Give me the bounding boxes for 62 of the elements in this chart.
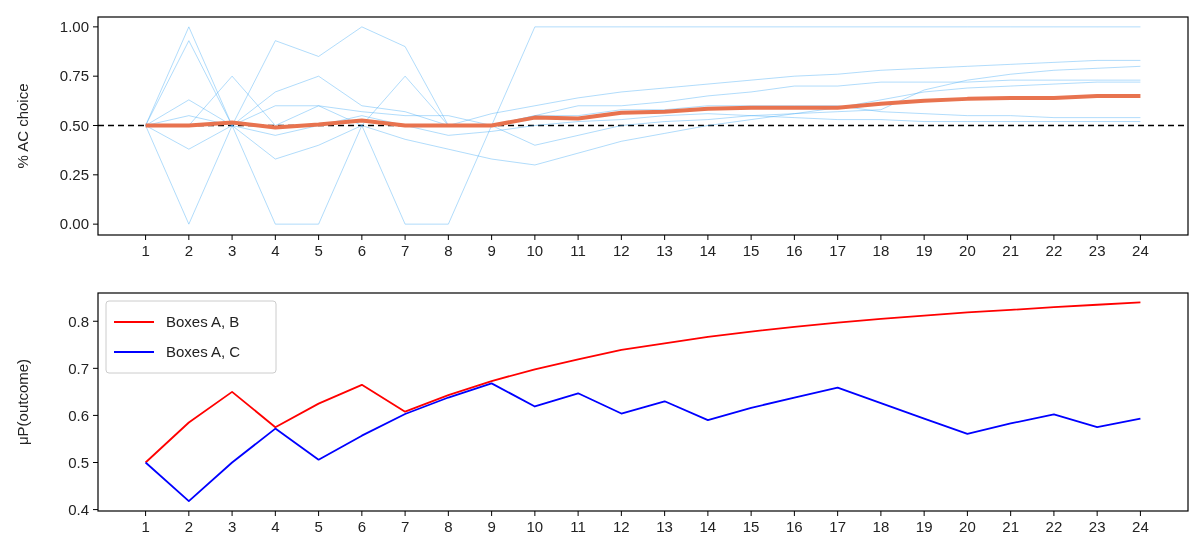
- x-tick-label: 3: [227, 242, 237, 259]
- x-tick-label: 24: [1132, 242, 1149, 259]
- y-tick-label: 1.00: [59, 18, 89, 36]
- x-tick-label: 10: [526, 518, 544, 535]
- x-tick-label: 10: [526, 242, 544, 259]
- x-tick-label: 11: [570, 242, 586, 259]
- x-tick-label: 23: [1088, 242, 1106, 259]
- legend-label: Boxes A, C: [166, 343, 241, 361]
- x-tick-label: 2: [184, 518, 194, 535]
- x-tick-label: 5: [314, 518, 323, 535]
- x-tick-label: 11: [570, 518, 586, 535]
- x-tick-label: 22: [1045, 518, 1063, 535]
- x-tick-label: 9: [487, 242, 496, 259]
- x-tick-label: 14: [699, 518, 717, 535]
- x-tick-label: 4: [271, 518, 280, 535]
- x-tick-label: 8: [444, 242, 453, 259]
- x-tick-label: 22: [1045, 242, 1063, 259]
- x-tick-label: 7: [400, 242, 410, 259]
- x-tick-label: 15: [742, 242, 760, 259]
- y-tick-label: 0.6: [68, 406, 89, 424]
- x-tick-label: 5: [314, 242, 323, 259]
- x-tick-label: 12: [613, 242, 630, 259]
- x-tick-label: 14: [699, 242, 717, 259]
- y-tick-label: 0.8: [68, 312, 89, 330]
- x-tick-label: 2: [184, 242, 194, 259]
- x-tick-label: 18: [872, 242, 890, 259]
- y-tick-label: 0.7: [68, 359, 89, 377]
- x-tick-label: 1: [141, 518, 150, 535]
- x-tick-label: 21: [1002, 242, 1019, 259]
- x-tick-label: 7: [400, 518, 410, 535]
- y-tick-label: 0.25: [59, 166, 89, 184]
- legend-label: Boxes A, B: [166, 313, 240, 331]
- x-tick-label: 8: [444, 518, 453, 535]
- x-tick-label: 12: [613, 518, 630, 535]
- x-tick-label: 3: [227, 518, 237, 535]
- y-tick-label: 0.00: [59, 215, 89, 233]
- x-tick-label: 20: [959, 242, 976, 259]
- x-tick-label: 16: [786, 242, 803, 259]
- x-tick-label: 19: [915, 242, 933, 259]
- x-tick-label: 17: [829, 518, 846, 535]
- x-tick-label: 23: [1088, 518, 1106, 535]
- x-tick-label: 24: [1132, 518, 1149, 535]
- x-tick-label: 6: [357, 242, 367, 259]
- x-tick-label: 4: [271, 242, 280, 259]
- x-tick-label: 21: [1002, 518, 1019, 535]
- x-tick-label: 1: [141, 242, 150, 259]
- x-tick-label: 19: [915, 518, 933, 535]
- y-axis-title: μP(outcome): [14, 358, 31, 446]
- x-tick-label: 13: [656, 518, 673, 535]
- x-tick-label: 20: [959, 518, 976, 535]
- x-tick-label: 13: [656, 242, 673, 259]
- x-tick-label: 15: [742, 518, 760, 535]
- y-axis-title: % AC choice: [14, 83, 31, 169]
- x-tick-label: 6: [357, 518, 367, 535]
- x-tick-label: 9: [487, 518, 496, 535]
- x-tick-label: 17: [829, 242, 846, 259]
- y-tick-label: 0.50: [59, 116, 89, 134]
- x-tick-label: 18: [872, 518, 890, 535]
- y-tick-label: 0.4: [68, 500, 89, 518]
- x-tick-label: 16: [786, 518, 803, 535]
- y-tick-label: 0.75: [59, 67, 89, 85]
- y-tick-label: 0.5: [68, 453, 89, 471]
